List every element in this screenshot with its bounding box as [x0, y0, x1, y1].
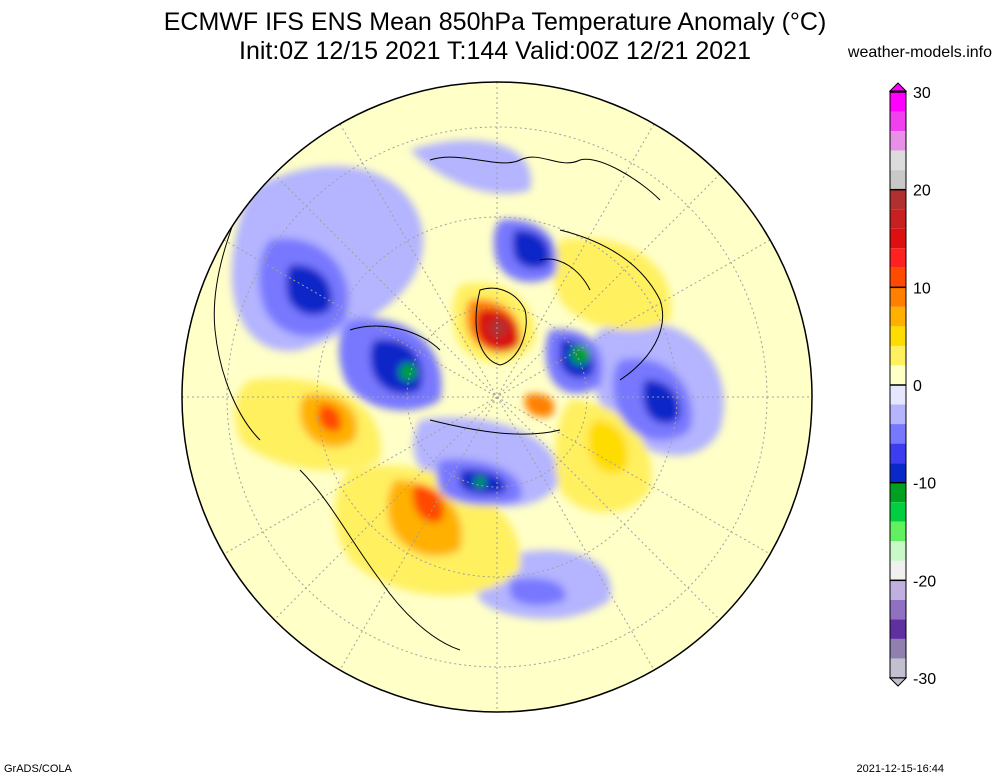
colorbar-top-arrow [888, 82, 908, 92]
colorbar-bin [890, 248, 906, 268]
colorbar-bin [890, 541, 906, 561]
colorbar-tick-label: 0 [913, 378, 922, 395]
colorbar-bin [890, 111, 906, 132]
colorbar-bin [890, 443, 906, 464]
anomaly-core-green [399, 363, 417, 381]
anomaly-area-dark-blue [286, 264, 332, 316]
coastlines [213, 156, 664, 651]
colorbar-tick-label: -20 [913, 573, 936, 590]
colorbar-bin [890, 228, 906, 249]
anomaly-area-blue [510, 578, 566, 606]
colorbar-bin [890, 345, 906, 366]
colorbar-bin [890, 326, 906, 346]
colorbar-bin [890, 502, 906, 522]
anomaly-field [231, 140, 724, 619]
timestamp-label: 2021-12-15-16:44 [856, 763, 944, 775]
colorbar-bin [890, 267, 906, 288]
anomaly-core-green [570, 345, 590, 365]
colorbar-bin [890, 404, 906, 425]
colorbar-bin [890, 209, 906, 229]
anomaly-core-darkred [488, 318, 508, 338]
anomaly-area-orange [525, 393, 555, 417]
chart-subtitle: Init:0Z 12/15 2021 T:144 Valid:00Z 12/21… [239, 37, 751, 65]
anomaly-area-orange [587, 420, 629, 474]
colorbar-tick-label: -30 [913, 671, 936, 688]
colorbar-bin [890, 482, 906, 503]
anomaly-area-dark-blue [512, 229, 550, 269]
chart-title: ECMWF IFS ENS Mean 850hPa Temperature An… [163, 8, 827, 36]
colorbar-labels: 30 20 10 0 -10 -20 -30 [913, 85, 936, 688]
colorbar-tick-label: 30 [913, 85, 931, 102]
site-label: weather-models.info [847, 44, 992, 61]
colorbar-bin [890, 580, 906, 600]
anomaly-area-light-yellow [552, 238, 672, 331]
colorbar-bin [890, 521, 906, 542]
colorbar-bin [890, 385, 906, 405]
colorbar-bin [890, 306, 906, 327]
colorbar-bin [890, 619, 906, 639]
colorbar-tick-label: -10 [913, 476, 936, 493]
colorbar-bins [889, 91, 907, 679]
map-border [181, 81, 813, 713]
colorbar-bin [890, 92, 906, 112]
colorbar-bin [890, 170, 906, 190]
colorbar-bin [890, 560, 906, 581]
anomaly-area-red [412, 484, 444, 523]
colorbar-bin [890, 463, 906, 483]
colorbar-bin [890, 365, 906, 385]
colorbar-bin [890, 638, 906, 659]
graticule [182, 82, 812, 712]
colorbar-bottom-arrow [888, 677, 908, 687]
colorbar-bin [890, 599, 906, 620]
colorbar-tick-label: 20 [913, 183, 931, 200]
colorbar-bin [890, 658, 906, 678]
colorbar-bin [890, 287, 906, 307]
anomaly-area-light-blue [410, 140, 531, 194]
colorbar-bin [890, 150, 906, 171]
colorbar-tick-label: 10 [913, 280, 931, 297]
anomaly-area-dark-blue [642, 379, 680, 424]
credit-label: GrADS/COLA [4, 763, 72, 775]
colorbar-bin [890, 424, 906, 444]
anomaly-area-red [318, 404, 342, 432]
colorbar-bin [890, 189, 906, 210]
colorbar-bin [890, 131, 906, 151]
